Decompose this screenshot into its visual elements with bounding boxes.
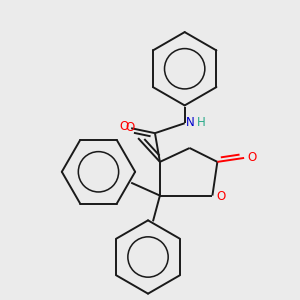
Text: O: O (119, 120, 128, 133)
Text: O: O (247, 152, 256, 164)
Text: O: O (216, 190, 226, 203)
Text: H: H (196, 116, 205, 129)
Text: N: N (186, 116, 194, 129)
Text: O: O (125, 121, 134, 134)
